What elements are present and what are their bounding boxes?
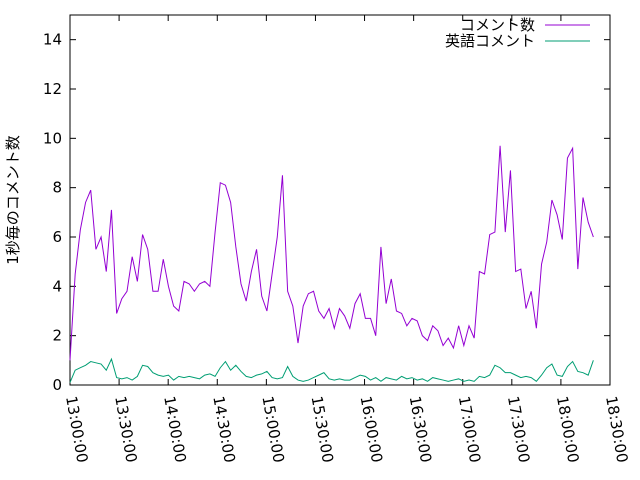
y-tick-label: 2 [52,327,62,345]
series-line [69,357,594,383]
x-tick-label: 17:00:00 [455,395,484,464]
y-tick-label: 6 [52,228,62,246]
y-tick-label: 14 [43,31,62,49]
y-tick-label: 0 [52,376,62,394]
y-tick-label: 10 [43,129,62,147]
x-tick-label: 13:00:00 [62,395,91,464]
x-tick-label: 18:00:00 [553,395,582,464]
plot-frame [69,14,611,386]
x-tick-label: 13:30:00 [111,395,140,464]
x-tick-label: 14:00:00 [160,395,189,464]
x-tick-label: 16:00:00 [357,395,386,464]
y-axis-label: 1秒毎のコメント数 [4,135,22,265]
y-tick-label: 4 [52,277,62,295]
x-tick-label: 14:30:00 [209,395,238,464]
series-line [69,145,594,361]
x-tick-label: 15:30:00 [308,395,337,464]
y-tick-label: 12 [43,80,62,98]
x-tick-label: 15:00:00 [258,395,287,464]
legend-label: 英語コメント [445,32,535,50]
x-tick-label: 16:30:00 [406,395,435,464]
x-tick-label: 17:30:00 [504,395,533,464]
y-tick-label: 8 [52,179,62,197]
x-tick-label: 18:30:00 [602,395,631,464]
legend-label: コメント数 [460,16,535,34]
